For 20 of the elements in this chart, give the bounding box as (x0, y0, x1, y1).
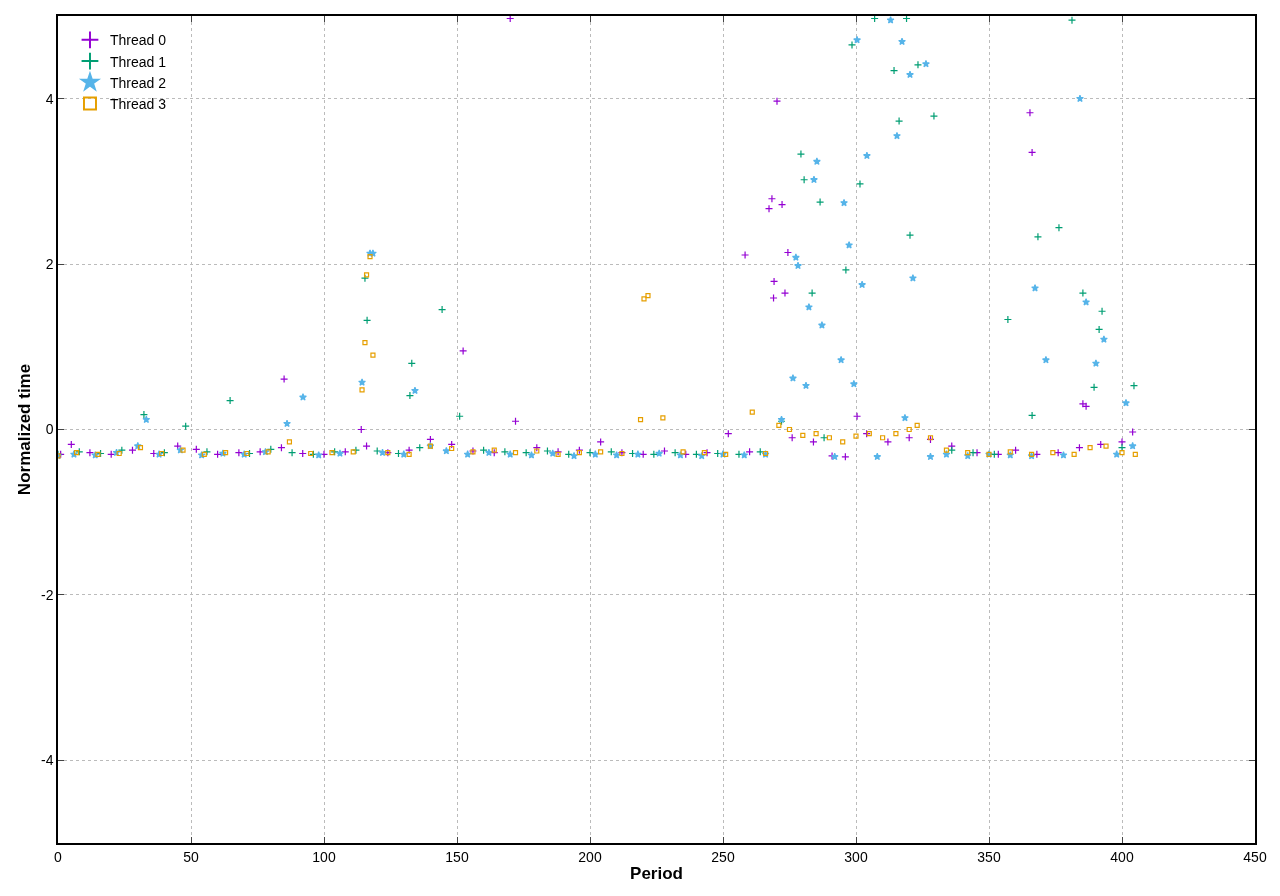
legend-label: Thread 2 (109, 74, 167, 91)
x-tick-label: 200 (578, 848, 602, 865)
y-tick-label: 2 (45, 256, 54, 272)
x-tick-label: 100 (312, 848, 336, 865)
y-tick-label: -2 (41, 586, 54, 603)
x-tick-label: 50 (183, 848, 199, 865)
y-axis-title: Normalized time (15, 363, 35, 496)
legend-label: Thread 1 (109, 53, 167, 70)
x-tick-label: 150 (445, 848, 469, 865)
y-tick-label: 4 (45, 90, 54, 107)
y-tick-label: 0 (45, 421, 54, 438)
legend-label: Thread 0 (109, 32, 167, 49)
x-tick-label: 250 (711, 848, 735, 865)
x-tick-label: 450 (1243, 848, 1267, 865)
y-tick-label: -4 (41, 752, 54, 769)
x-tick-label: 350 (977, 848, 1001, 865)
x-tick-label: 300 (844, 848, 868, 865)
legend-label: Thread 3 (109, 95, 167, 112)
x-tick-label: 400 (1110, 848, 1134, 865)
x-axis-title: Period (630, 864, 683, 884)
